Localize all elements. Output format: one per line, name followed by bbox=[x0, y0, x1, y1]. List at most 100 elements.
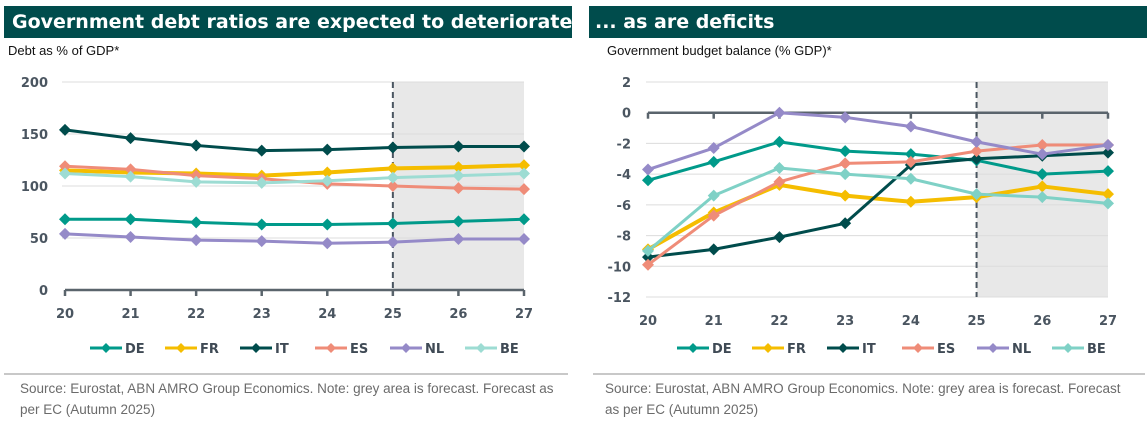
legend-marker-it bbox=[838, 343, 848, 353]
data-point-it bbox=[642, 251, 654, 264]
data-point-de bbox=[839, 145, 852, 158]
data-point-be bbox=[452, 169, 465, 182]
data-point-it bbox=[839, 217, 852, 230]
x-tick-label: 21 bbox=[122, 307, 140, 322]
series-line-de bbox=[65, 217, 525, 226]
data-point-es bbox=[707, 209, 720, 222]
y-tick-label: -8 bbox=[617, 230, 631, 245]
data-point-de bbox=[255, 218, 268, 231]
data-point-de bbox=[707, 155, 720, 168]
divider bbox=[4, 373, 568, 375]
data-point-es bbox=[773, 175, 786, 188]
data-point-nl bbox=[452, 233, 465, 246]
data-point-be bbox=[518, 167, 530, 180]
data-point-it bbox=[452, 140, 465, 153]
data-point-nl bbox=[321, 237, 334, 250]
data-point-fr bbox=[321, 166, 334, 179]
data-point-es bbox=[904, 155, 917, 168]
data-point-it bbox=[321, 143, 334, 156]
legend-marker-es bbox=[913, 343, 923, 353]
y-tick-label: 0 bbox=[622, 107, 631, 122]
data-point-be bbox=[1102, 197, 1114, 210]
data-point-es bbox=[124, 163, 137, 176]
data-point-es bbox=[970, 145, 983, 158]
data-point-nl bbox=[124, 230, 137, 243]
data-point-nl bbox=[255, 235, 268, 248]
x-tick-label: 22 bbox=[187, 307, 205, 322]
y-tick-label: 50 bbox=[30, 232, 48, 247]
source-note: Source: Eurostat, ABN AMRO Group Economi… bbox=[20, 381, 554, 417]
data-point-be bbox=[386, 171, 399, 184]
data-point-it bbox=[518, 140, 530, 153]
data-point-es bbox=[452, 182, 465, 195]
data-point-fr bbox=[1102, 188, 1114, 201]
y-tick-label: 0 bbox=[39, 284, 48, 299]
chart-subtitle: Government budget balance (% GDP)* bbox=[607, 43, 832, 58]
data-point-de bbox=[773, 135, 786, 148]
data-point-be bbox=[190, 175, 203, 188]
data-point-es bbox=[59, 160, 71, 173]
data-point-it bbox=[124, 132, 137, 145]
data-point-de bbox=[1102, 165, 1114, 178]
data-point-be bbox=[773, 162, 786, 174]
series-line-fr bbox=[647, 182, 1109, 252]
data-point-it bbox=[1102, 146, 1114, 159]
y-tick-label: 200 bbox=[21, 76, 48, 91]
series-line-fr bbox=[64, 163, 525, 178]
x-tick-label: 22 bbox=[770, 314, 788, 329]
legend-label-es: ES bbox=[937, 342, 955, 357]
y-tick-label: -6 bbox=[617, 199, 631, 214]
data-point-it bbox=[386, 141, 399, 154]
x-tick-label: 23 bbox=[836, 314, 854, 329]
data-point-fr bbox=[452, 161, 465, 174]
legend-label-be: BE bbox=[1087, 342, 1106, 357]
y-tick-label: 150 bbox=[21, 128, 48, 143]
legend-label-be: BE bbox=[500, 342, 519, 357]
legend-label-es: ES bbox=[350, 342, 368, 357]
series-line-nl bbox=[64, 232, 524, 245]
chart-subtitle: Debt as % of GDP* bbox=[8, 43, 120, 58]
legend-marker-fr bbox=[763, 343, 773, 353]
deficit-line-chart: -12 -10 -8 -6 -4 -2 0 2 20 21 22 23 24 25 26 27 DE FR IT ES… bbox=[608, 76, 1118, 357]
y-tick-label: 2 bbox=[622, 76, 631, 91]
legend-label-nl: NL bbox=[1012, 342, 1031, 357]
data-point-nl bbox=[1036, 148, 1049, 161]
x-tick-label: 27 bbox=[515, 307, 533, 322]
data-point-es bbox=[190, 169, 203, 182]
legend-marker-es bbox=[326, 343, 336, 353]
legend-marker-be bbox=[476, 343, 486, 353]
data-point-it bbox=[707, 243, 720, 256]
y-tick-label: -10 bbox=[608, 260, 632, 275]
data-point-de bbox=[321, 218, 334, 231]
data-point-es bbox=[839, 157, 852, 170]
series-line-es bbox=[647, 143, 1108, 266]
chart-title: ... as are deficits bbox=[589, 6, 1147, 38]
debt-chart-panel: Government debt ratios are expected to d… bbox=[0, 0, 572, 428]
legend-label-fr: FR bbox=[787, 342, 806, 357]
data-point-be bbox=[1036, 191, 1049, 204]
series-line-it bbox=[647, 151, 1109, 259]
data-point-be bbox=[124, 170, 137, 183]
data-point-it bbox=[59, 123, 71, 136]
data-point-de bbox=[124, 213, 137, 226]
x-tick-label: 24 bbox=[902, 314, 920, 329]
data-point-de bbox=[386, 217, 399, 230]
legend-label-it: IT bbox=[275, 342, 289, 357]
x-tick-label: 21 bbox=[705, 314, 723, 329]
series-line-nl bbox=[647, 111, 1109, 171]
data-point-nl bbox=[1102, 138, 1114, 151]
legend-marker-de bbox=[688, 343, 698, 353]
series-line-de bbox=[647, 140, 1109, 182]
legend-marker-nl bbox=[988, 343, 998, 353]
x-tick-label: 25 bbox=[968, 314, 986, 329]
data-point-nl bbox=[707, 142, 720, 155]
legend-marker-nl bbox=[401, 343, 411, 353]
data-point-de bbox=[452, 215, 465, 228]
y-tick-label: -2 bbox=[617, 137, 631, 152]
data-point-be bbox=[839, 168, 852, 181]
series-line-it bbox=[64, 128, 524, 153]
x-tick-label: 24 bbox=[318, 307, 336, 322]
data-point-fr bbox=[386, 162, 399, 175]
data-point-es bbox=[386, 180, 399, 192]
legend-marker-de bbox=[101, 343, 111, 353]
